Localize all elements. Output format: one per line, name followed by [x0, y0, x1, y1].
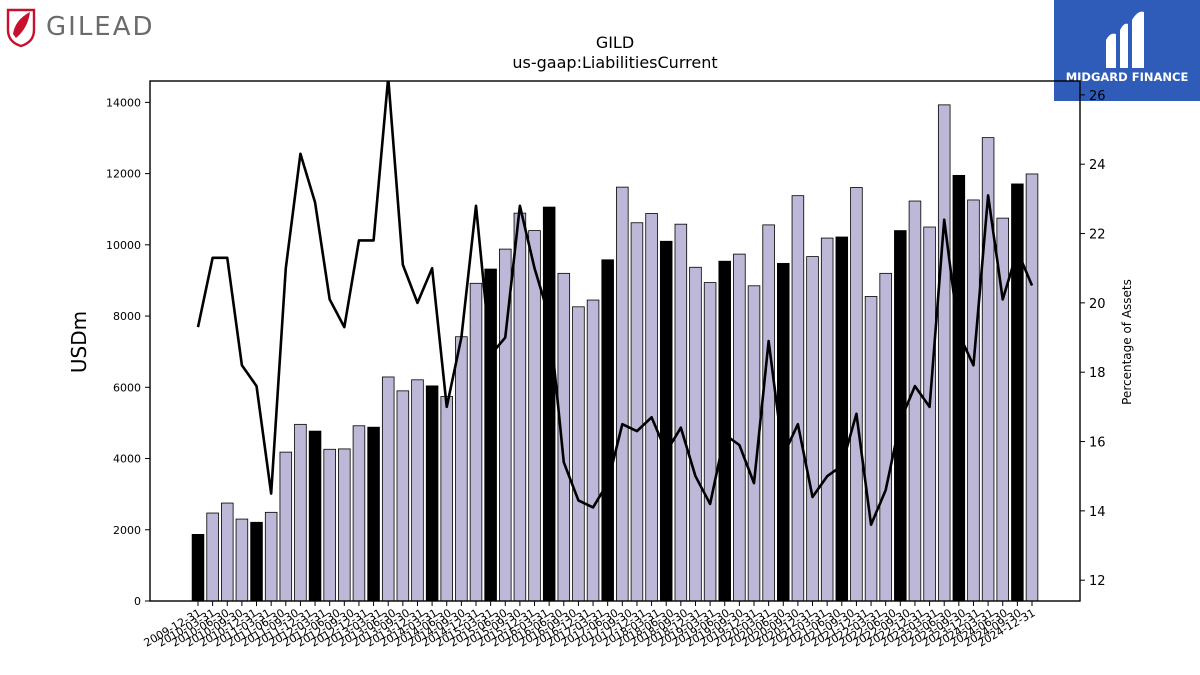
bar [630, 222, 644, 601]
bar [850, 187, 863, 601]
bar [264, 511, 278, 601]
axes: 0 2000 4000 6000 8000 10000 12000 14000 12 14 16 18… [106, 80, 1106, 650]
chart-subtitle: us-gaap:LiabilitiesCurrent [512, 53, 717, 72]
y2-tick-label: 22 [1089, 228, 1106, 243]
bar [937, 104, 951, 601]
bar [308, 430, 322, 601]
bar [191, 534, 205, 601]
y-tick-label: 0 [134, 595, 141, 608]
bar [484, 268, 497, 601]
line-series [196, 81, 1034, 527]
bar [923, 226, 936, 601]
bar [323, 448, 336, 601]
bar [645, 213, 658, 601]
bar [572, 306, 585, 601]
bar [411, 379, 424, 601]
bar-series [191, 104, 1039, 601]
bar [235, 518, 249, 601]
bar [894, 230, 907, 601]
bar [367, 426, 380, 601]
bar [221, 502, 234, 601]
bar [557, 272, 571, 601]
bar [1011, 183, 1024, 601]
bar [499, 248, 512, 601]
midgard-finance-badge: MIDGARD FINANCE [1054, 0, 1200, 101]
y-tick-label: 2000 [113, 524, 141, 537]
bar [601, 259, 614, 601]
bar [425, 385, 439, 601]
bar [718, 260, 731, 601]
y-tick-label: 12000 [106, 168, 141, 181]
y2-axis-label: Percentage of Assets [1120, 279, 1134, 405]
y-tick-label: 6000 [113, 381, 141, 394]
chart-title: GILD [596, 33, 634, 52]
y2-tick-label: 12 [1089, 574, 1106, 589]
bar [381, 376, 395, 601]
bar [733, 253, 746, 601]
y2-tick-label: 14 [1089, 505, 1106, 520]
bar [455, 336, 468, 601]
bar [616, 186, 629, 601]
bar [542, 206, 556, 601]
bar [689, 266, 702, 601]
bar [250, 521, 263, 601]
bar [835, 236, 849, 601]
y-tick-label: 14000 [106, 96, 141, 109]
bar [967, 199, 980, 601]
bar [820, 237, 834, 601]
bar [996, 217, 1009, 601]
y-axis-label: USDm [67, 311, 91, 373]
bar [279, 451, 293, 601]
bar [513, 212, 527, 601]
gilead-logo-text: GILEAD [46, 12, 155, 42]
bar [747, 285, 761, 601]
midgard-logo-icon [1106, 11, 1144, 69]
bar [952, 174, 966, 601]
bar [777, 262, 790, 601]
bar [762, 224, 775, 601]
y2-tick-label: 20 [1089, 297, 1106, 312]
bar [703, 282, 717, 601]
percentage-line [196, 81, 1034, 527]
bar [981, 137, 995, 601]
y-tick-label: 8000 [113, 310, 141, 323]
brand-text: MIDGARD FINANCE [1066, 70, 1189, 84]
bar [879, 272, 892, 601]
bar [294, 423, 307, 601]
gilead-logo-leaf-icon [13, 12, 30, 38]
y2-tick-label: 16 [1089, 436, 1106, 451]
bar [338, 448, 351, 601]
y2-tick-label: 24 [1089, 158, 1106, 173]
bar [352, 425, 366, 601]
bar [864, 296, 878, 601]
bar [440, 396, 453, 601]
y-tick-label: 10000 [106, 239, 141, 252]
bar [586, 299, 600, 601]
bar [806, 256, 819, 601]
bar [659, 240, 673, 601]
y-tick-label: 4000 [113, 453, 141, 466]
bar [674, 223, 688, 601]
bar [469, 282, 483, 601]
bar [528, 230, 541, 601]
bar [908, 200, 922, 601]
y2-tick-label: 26 [1089, 89, 1106, 104]
gilead-logo: GILEAD [6, 8, 155, 48]
plot-frame [149, 80, 1081, 602]
bar [206, 512, 219, 601]
bar [396, 390, 410, 601]
bar [1025, 173, 1039, 601]
bar [791, 195, 805, 601]
y2-tick-label: 18 [1089, 366, 1106, 381]
